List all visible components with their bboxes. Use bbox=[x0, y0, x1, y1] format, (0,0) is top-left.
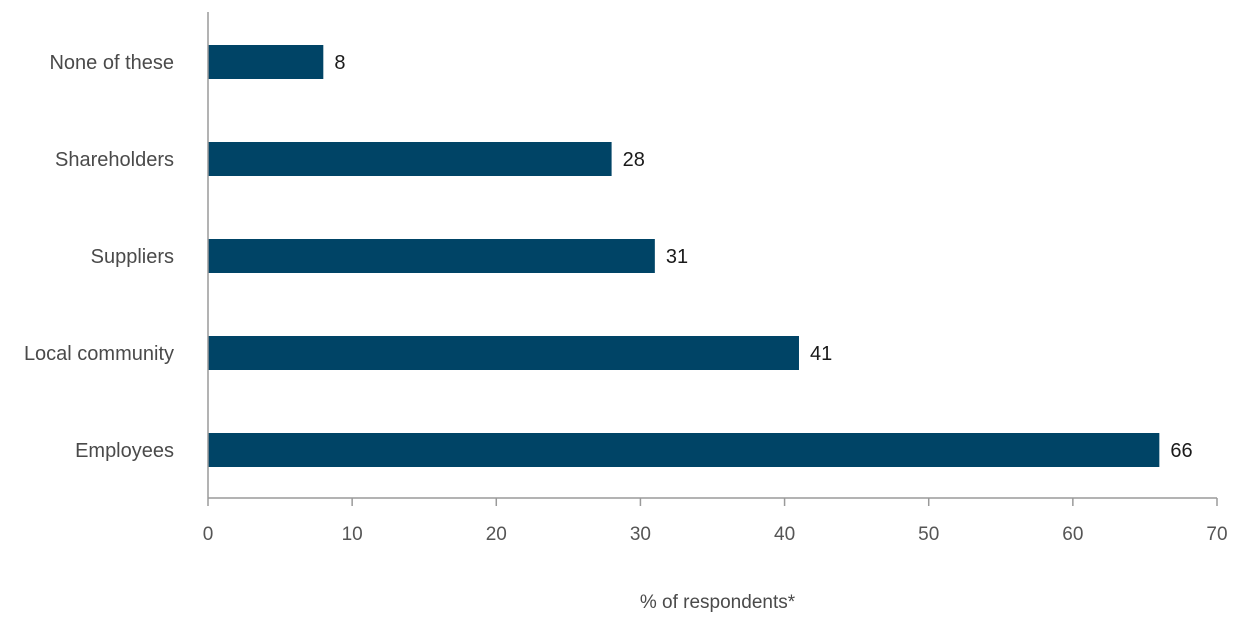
x-tick-label-30: 30 bbox=[630, 524, 651, 545]
bar-shareholders bbox=[208, 142, 612, 176]
bar-employees bbox=[208, 433, 1160, 467]
x-axis-title: % of respondents* bbox=[640, 592, 796, 613]
x-tick-label-10: 10 bbox=[342, 524, 363, 545]
category-label-employees: Employees bbox=[75, 440, 174, 462]
value-label-local-community: 41 bbox=[810, 343, 832, 365]
category-label-none-of-these: None of these bbox=[49, 52, 174, 74]
x-axis-tick-labels: 0 10 20 30 40 50 60 70 bbox=[203, 524, 1228, 545]
value-label-shareholders: 28 bbox=[623, 149, 645, 171]
x-tick-label-70: 70 bbox=[1206, 524, 1227, 545]
x-tick-label-50: 50 bbox=[918, 524, 939, 545]
category-labels: None of these Shareholders Suppliers Local … bbox=[24, 52, 174, 462]
x-tick-label-20: 20 bbox=[486, 524, 507, 545]
value-label-suppliers: 31 bbox=[666, 246, 688, 268]
bar-none-of-these bbox=[208, 45, 324, 79]
category-label-local-community: Local community bbox=[24, 343, 174, 365]
value-label-employees: 66 bbox=[1170, 440, 1192, 462]
x-axis-ticks bbox=[207, 498, 1218, 506]
value-label-none-of-these: 8 bbox=[334, 52, 345, 74]
bars bbox=[208, 45, 1160, 467]
category-label-shareholders: Shareholders bbox=[55, 149, 174, 171]
bar-suppliers bbox=[208, 239, 655, 273]
category-label-suppliers: Suppliers bbox=[91, 246, 174, 268]
bar-local-community bbox=[208, 336, 799, 370]
x-tick-label-40: 40 bbox=[774, 524, 795, 545]
x-tick-label-0: 0 bbox=[203, 524, 214, 545]
value-labels: 8 28 31 41 66 bbox=[334, 52, 1192, 462]
x-tick-label-60: 60 bbox=[1062, 524, 1083, 545]
